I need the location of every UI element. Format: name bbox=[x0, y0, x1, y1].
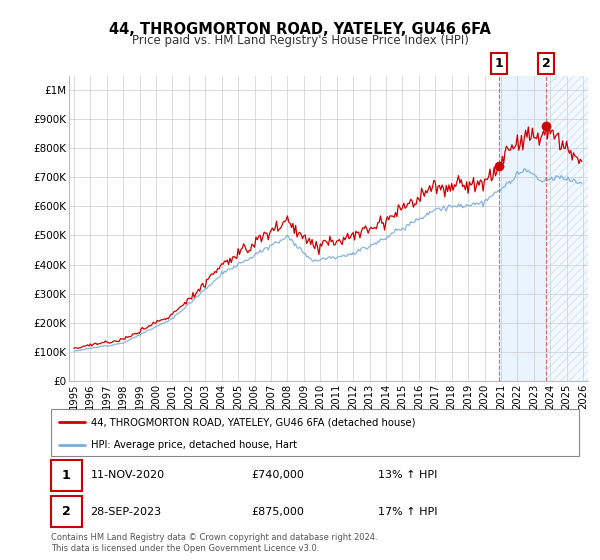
Text: Contains HM Land Registry data © Crown copyright and database right 2024.
This d: Contains HM Land Registry data © Crown c… bbox=[51, 533, 377, 553]
Bar bbox=[499, 76, 546, 381]
Text: 1: 1 bbox=[62, 469, 71, 482]
Text: 13% ↑ HPI: 13% ↑ HPI bbox=[379, 470, 438, 480]
Text: £740,000: £740,000 bbox=[251, 470, 305, 480]
Text: £875,000: £875,000 bbox=[251, 507, 305, 517]
FancyBboxPatch shape bbox=[51, 409, 579, 456]
Text: 44, THROGMORTON ROAD, YATELEY, GU46 6FA (detached house): 44, THROGMORTON ROAD, YATELEY, GU46 6FA … bbox=[91, 417, 415, 427]
Text: 2: 2 bbox=[542, 57, 550, 70]
Text: 11-NOV-2020: 11-NOV-2020 bbox=[91, 470, 165, 480]
Text: 44, THROGMORTON ROAD, YATELEY, GU46 6FA: 44, THROGMORTON ROAD, YATELEY, GU46 6FA bbox=[109, 22, 491, 38]
FancyBboxPatch shape bbox=[51, 460, 82, 491]
Text: 2: 2 bbox=[62, 505, 71, 518]
Text: Price paid vs. HM Land Registry's House Price Index (HPI): Price paid vs. HM Land Registry's House … bbox=[131, 34, 469, 46]
FancyBboxPatch shape bbox=[51, 496, 82, 528]
Bar bbox=[546, 76, 588, 381]
Text: 1: 1 bbox=[494, 57, 503, 70]
Text: 28-SEP-2023: 28-SEP-2023 bbox=[91, 507, 162, 517]
Text: HPI: Average price, detached house, Hart: HPI: Average price, detached house, Hart bbox=[91, 440, 296, 450]
Text: 17% ↑ HPI: 17% ↑ HPI bbox=[379, 507, 438, 517]
